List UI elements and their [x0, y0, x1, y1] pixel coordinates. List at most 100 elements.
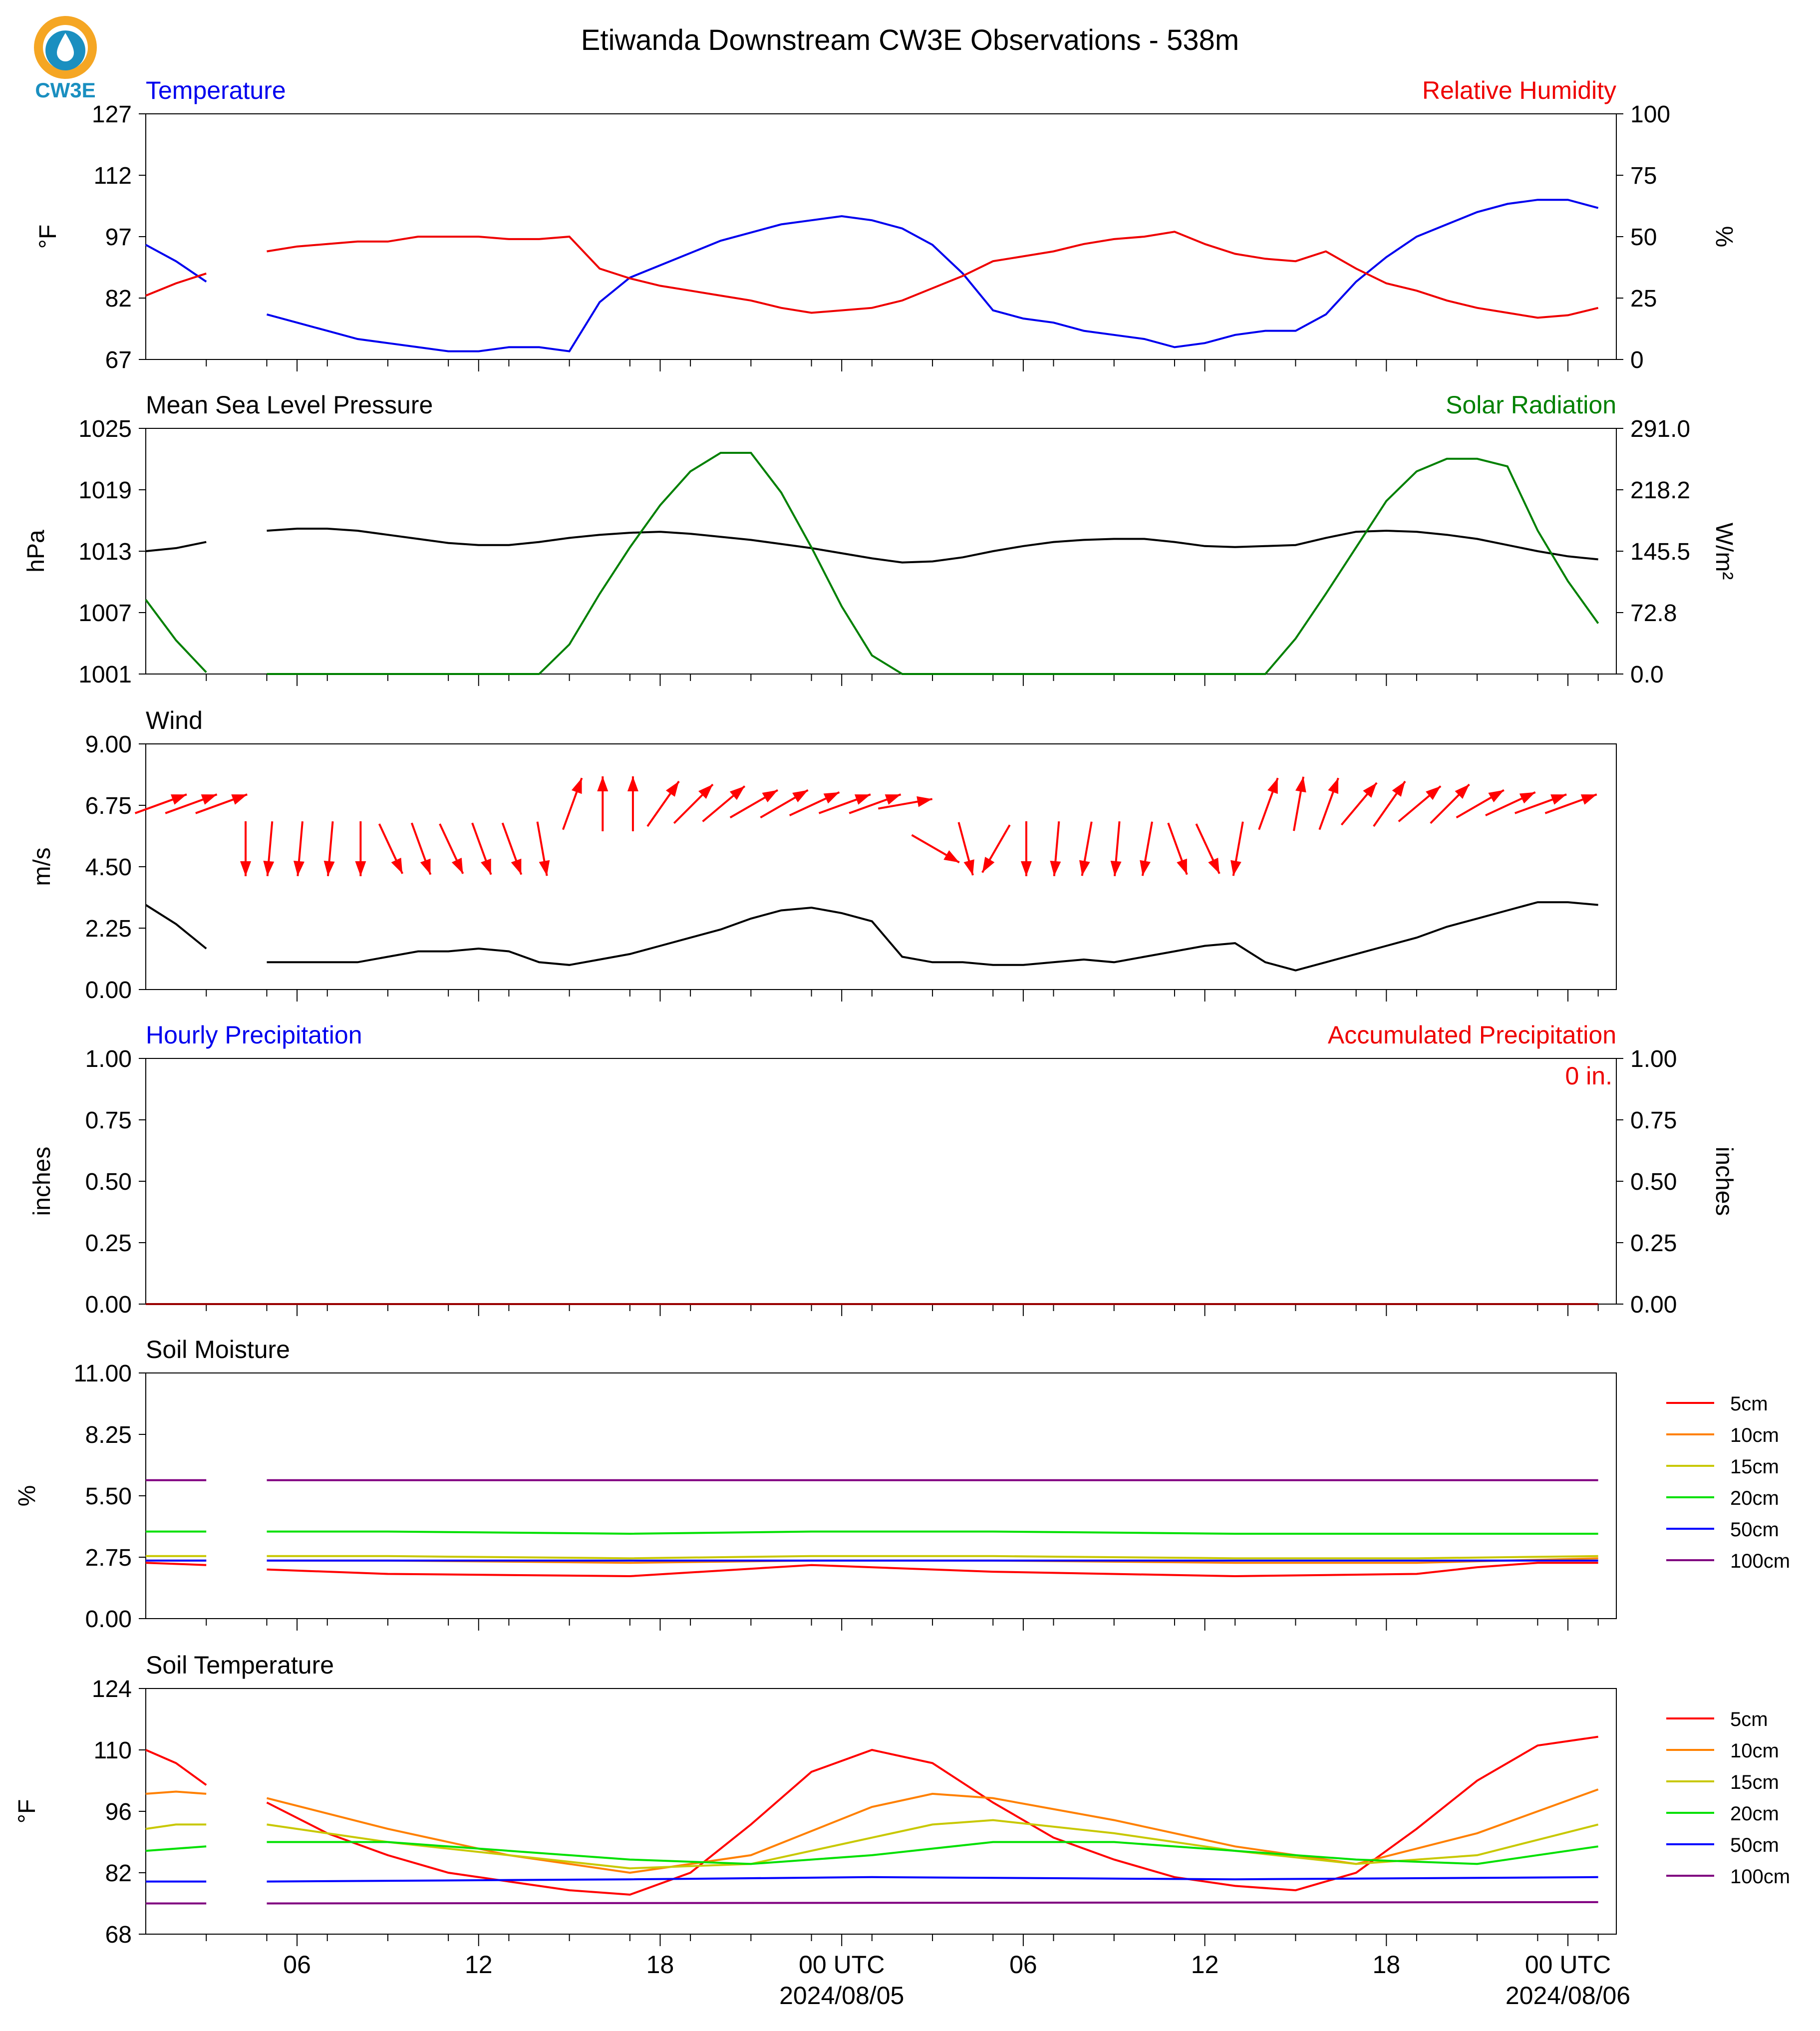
soil-moisture-legend-label: 5cm [1730, 1393, 1768, 1415]
pressure-solar-right-tick-label: 145.5 [1630, 539, 1690, 565]
precip-left-tick-label: 1.00 [85, 1046, 132, 1072]
soil-moisture-legend-label: 50cm [1730, 1519, 1779, 1541]
soil-temp-series-100cm [146, 1901, 1598, 1905]
temp-rh-right-unit: % [1711, 226, 1737, 248]
wind-arrow [673, 783, 714, 824]
precip-total-annotation: 0 in. [1565, 1062, 1612, 1090]
wind-arrow-head [854, 794, 871, 805]
temp-rh-right-tick-label: 25 [1630, 286, 1657, 312]
soil-temp-legend-label: 15cm [1730, 1771, 1779, 1793]
wind-arrow-head [665, 781, 679, 797]
pressure-solar-left-title: Mean Sea Level Pressure [146, 391, 433, 419]
x-tick-label: 12 [465, 1951, 493, 1979]
temp-rh-left-tick-label: 112 [93, 163, 132, 189]
soil-moisture-series-15cm [146, 1555, 1598, 1560]
pressure-series-line [145, 527, 1598, 564]
wind-arrow [597, 776, 608, 831]
precip-right-tick-label: 1.00 [1630, 1046, 1677, 1072]
wind-arrow-head [263, 860, 275, 876]
plot-panels: 127 112 97 82 67 100 75 50 25 0 Temperature Relativ… [14, 76, 1790, 2010]
wind-arrow-head [511, 858, 522, 875]
x-tick-label: 18 [646, 1951, 674, 1979]
x-tick-label: 12 [1191, 1951, 1219, 1979]
temp-rh-left-tick-label: 97 [105, 224, 132, 251]
soil-temp-legend-label: 10cm [1730, 1740, 1779, 1762]
precip-right-title: Accumulated Precipitation [1328, 1021, 1616, 1049]
wind-arrow-head [1267, 778, 1278, 794]
wind-arrow [646, 780, 680, 827]
wind-arrow [1292, 776, 1306, 831]
wind-arrow [981, 824, 1011, 873]
wind-arrow [536, 821, 550, 876]
wind-arrow-head [231, 794, 248, 805]
wind-arrow [263, 821, 275, 876]
wind-arrow-head [916, 796, 932, 807]
wind-arrow [1167, 822, 1188, 875]
wind-arrow [1544, 793, 1597, 814]
temp-rh-left-title: Temperature [146, 76, 286, 104]
wind-arrow-head [1177, 858, 1187, 875]
soil-moisture-left-tick-label: 5.50 [85, 1483, 132, 1510]
wind-arrow [878, 796, 933, 810]
soil-temp-left-unit: °F [14, 1799, 40, 1824]
wind-arrow-head [1455, 784, 1470, 799]
wind-left-title: Wind [146, 706, 203, 734]
logo-text: CW3E [35, 78, 95, 102]
soil-moisture-frame [145, 1372, 1617, 1619]
precip-right-tick-label: 0.75 [1630, 1107, 1677, 1134]
wind-arrow [911, 834, 960, 864]
pressure-solar-right-title: Solar Radiation [1446, 391, 1616, 419]
soil-temp-left-tick-label: 110 [93, 1737, 132, 1764]
precip-right-tick-label: 0.00 [1630, 1292, 1677, 1318]
wind-arrow [789, 791, 840, 817]
precip-right-unit: inches [1711, 1147, 1737, 1216]
pressure-solar-right-tick-label: 0.0 [1630, 662, 1664, 688]
pressure-solar-left-tick-label: 1025 [78, 416, 132, 442]
wind-arrow [1195, 823, 1220, 874]
wind-arrow-head [1426, 786, 1441, 800]
wind-arrow [957, 822, 974, 876]
soil-temp-series-50cm [146, 1876, 1598, 1883]
pressure-solar-right-tick-label: 218.2 [1630, 477, 1690, 504]
soil-moisture-series-5cm [145, 1562, 1598, 1578]
wind-arrow-head [1519, 792, 1535, 804]
soil-temp-legend-label: 50cm [1730, 1834, 1779, 1856]
wind-arrow-head [885, 794, 901, 805]
precip-right-tick-label: 0.25 [1630, 1230, 1677, 1257]
wind-arrow [1515, 793, 1567, 814]
wind-left-tick-label: 0.00 [85, 977, 132, 1004]
wind-arrow-head [823, 792, 840, 804]
pressure-solar-left-unit: hPa [23, 530, 49, 573]
logo-ring [34, 16, 97, 79]
wind-arrow-head [171, 794, 187, 805]
wind-arrow-head [1140, 860, 1151, 876]
wind-arrow-head [963, 859, 974, 876]
pressure-solar-right-tick-label: 291.0 [1630, 416, 1690, 442]
precip-left-tick-label: 0.25 [85, 1230, 132, 1257]
precip-panel: 1.00 0.75 0.50 0.25 0.00 1.00 0.75 0.50 0.25 0.00… [29, 1021, 1737, 1318]
wind-arrow [818, 793, 871, 814]
soil-temp-legend-label: 20cm [1730, 1803, 1779, 1825]
pressure-solar-left-tick-label: 1013 [78, 539, 132, 565]
soil-moisture-left-tick-label: 8.25 [85, 1422, 132, 1448]
precip-left-unit: inches [29, 1147, 55, 1216]
x-tick-label: 18 [1372, 1951, 1400, 1979]
wind-arrow [134, 793, 187, 814]
temp-rh-left-unit: °F [35, 225, 61, 249]
soil-moisture-panel: 11.00 8.25 5.50 2.75 0.00 Soil Moisture% 5cm 10… [14, 1336, 1790, 1633]
pressure-solar-left-tick-label: 1001 [78, 662, 132, 688]
pressure-solar-left-tick-label: 1019 [78, 477, 132, 504]
wind-arrow-head [1363, 782, 1377, 798]
wind-arrow-head [571, 778, 582, 794]
soil-moisture-left-tick-label: 11.00 [73, 1360, 132, 1387]
wind-arrow [760, 789, 809, 819]
wind-arrow-head [1110, 860, 1122, 876]
wind-arrow-head [1580, 794, 1597, 805]
temp-rh-frame [145, 113, 1617, 360]
wind-arrow-head [943, 850, 959, 863]
temp-rh-left-tick-label: 82 [105, 286, 132, 312]
wind-arrow-head [240, 861, 252, 876]
soil-moisture-legend-label: 15cm [1730, 1456, 1779, 1478]
wind-arrow-head [792, 790, 808, 803]
